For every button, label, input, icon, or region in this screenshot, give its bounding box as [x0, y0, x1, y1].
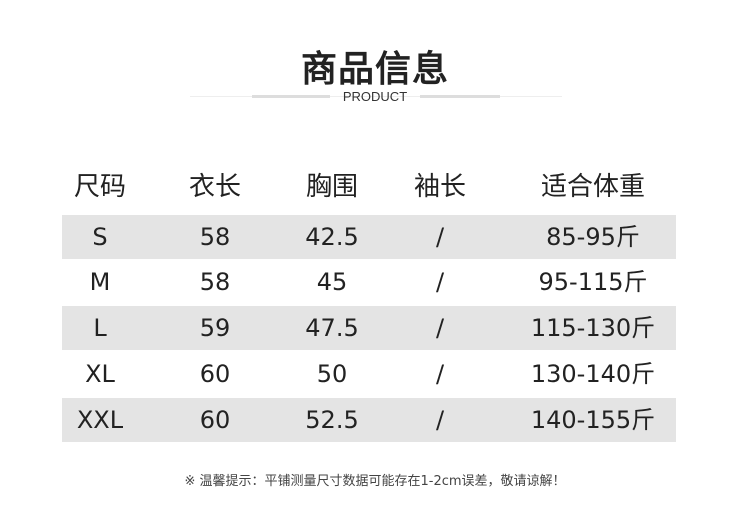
table-cell: 58 — [199, 223, 231, 251]
table-cell: / — [435, 406, 445, 434]
table-row: XL 60 50 / 130-140斤 — [62, 352, 676, 396]
table-cell: 袖长 — [413, 172, 467, 202]
table-cell: 衣长 — [188, 172, 242, 202]
table-cell: / — [435, 268, 445, 296]
divider-left — [252, 95, 330, 98]
table-cell: L — [93, 314, 107, 342]
page-subtitle: PRODUCT — [342, 89, 408, 104]
table-cell: 尺码 — [73, 172, 127, 202]
table-cell: 95-115斤 — [538, 268, 648, 296]
divider-line — [190, 96, 562, 97]
table-cell: 60 — [199, 406, 231, 434]
table-cell: 60 — [199, 360, 231, 388]
table-cell: 85-95斤 — [546, 223, 640, 251]
divider-right — [420, 95, 500, 98]
table-cell: 45 — [316, 268, 348, 296]
table-row: XXL 60 52.5 / 140-155斤 — [62, 398, 676, 442]
table-cell: S — [92, 223, 108, 251]
page-title: 商品信息 — [300, 49, 449, 90]
table-cell: / — [435, 223, 445, 251]
table-cell: M — [89, 268, 111, 296]
table-row: L 59 47.5 / 115-130斤 — [62, 306, 676, 350]
table-header-row: 尺码 衣长 胸围 袖长 适合体重 — [62, 165, 676, 209]
measurement-note: ※ 温馨提示：平铺测量尺寸数据可能存在1-2cm误差，敬请谅解！ — [184, 474, 566, 489]
table-cell: 50 — [316, 360, 348, 388]
table-cell: XXL — [76, 406, 124, 434]
table-cell: 胸围 — [305, 172, 359, 202]
table-cell: 52.5 — [305, 406, 359, 434]
table-cell: 适合体重 — [540, 172, 646, 202]
table-cell: 130-140斤 — [530, 360, 656, 388]
table-row: M 58 45 / 95-115斤 — [62, 260, 676, 304]
table-cell: XL — [85, 360, 115, 388]
table-row: S 58 42.5 / 85-95斤 — [62, 215, 676, 259]
table-cell: 59 — [199, 314, 231, 342]
table-cell: 58 — [199, 268, 231, 296]
table-cell: 115-130斤 — [530, 314, 656, 342]
table-cell: / — [435, 314, 445, 342]
table-cell: 42.5 — [305, 223, 359, 251]
table-cell: 47.5 — [305, 314, 359, 342]
table-cell: 140-155斤 — [530, 406, 656, 434]
table-cell: / — [435, 360, 445, 388]
